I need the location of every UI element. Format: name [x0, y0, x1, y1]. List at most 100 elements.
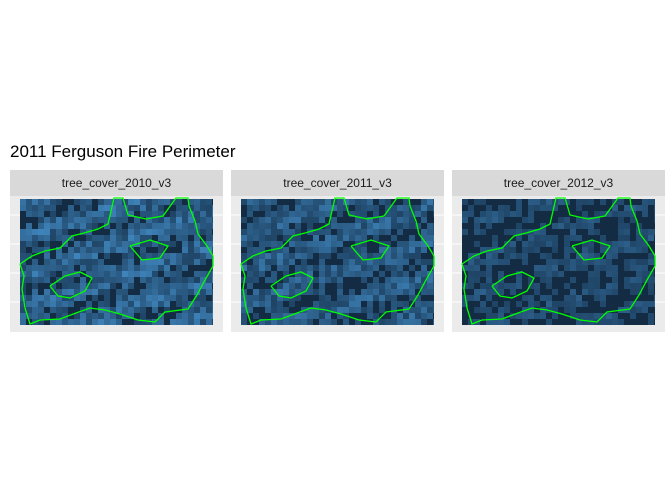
raster-cell: [200, 307, 206, 313]
raster-cell: [212, 211, 213, 217]
raster-cell: [146, 199, 152, 205]
raster-cell: [552, 247, 558, 253]
raster-cell: [492, 301, 498, 307]
raster-cell: [289, 235, 295, 241]
raster-cell: [265, 217, 271, 223]
raster-cell: [92, 289, 98, 295]
raster-cell: [564, 265, 570, 271]
raster-cell: [170, 223, 176, 229]
raster-cell: [140, 235, 146, 241]
raster-cell: [194, 235, 200, 241]
raster-cell: [600, 211, 606, 217]
raster-cell: [86, 289, 92, 295]
raster-cell: [522, 229, 528, 235]
raster-cell: [182, 289, 188, 295]
raster-cell: [421, 265, 427, 271]
raster-cell: [140, 295, 146, 301]
raster-cell: [319, 319, 325, 325]
raster-cell: [654, 295, 655, 301]
raster-cell: [373, 217, 379, 223]
raster-cell: [570, 259, 576, 265]
raster-cell: [313, 205, 319, 211]
raster-cell: [564, 253, 570, 259]
raster-cell: [474, 307, 480, 313]
raster-cell: [307, 223, 313, 229]
raster-cell: [355, 253, 361, 259]
raster-cell: [427, 223, 433, 229]
raster-cell: [654, 205, 655, 211]
raster-cell: [492, 283, 498, 289]
raster-cell: [397, 313, 403, 319]
raster-cell: [343, 307, 349, 313]
raster-cell: [110, 241, 116, 247]
raster-cell: [648, 289, 654, 295]
raster-cell: [259, 265, 265, 271]
raster-cell: [212, 205, 213, 211]
raster-cell: [247, 223, 253, 229]
raster-cell: [349, 223, 355, 229]
raster-cell: [331, 247, 337, 253]
raster-cell: [480, 289, 486, 295]
raster-cell: [104, 265, 110, 271]
raster-cell: [600, 259, 606, 265]
raster-cell: [486, 223, 492, 229]
raster-cell: [26, 235, 32, 241]
raster-cell: [433, 205, 434, 211]
raster-cell: [98, 259, 104, 265]
raster-cell: [241, 319, 247, 325]
raster-cell: [403, 253, 409, 259]
raster-cell: [337, 223, 343, 229]
raster-cell: [349, 235, 355, 241]
raster-cell: [74, 223, 80, 229]
raster-cell: [421, 211, 427, 217]
raster-cell: [295, 235, 301, 241]
raster-cell: [618, 223, 624, 229]
raster-cell: [241, 229, 247, 235]
raster-cell: [415, 247, 421, 253]
raster-cell: [194, 199, 200, 205]
raster-cell: [367, 283, 373, 289]
raster-cell: [295, 289, 301, 295]
raster-cell: [277, 211, 283, 217]
raster-cell: [325, 211, 331, 217]
raster-cell: [510, 283, 516, 289]
raster-cell: [277, 307, 283, 313]
facet-strip-label: tree_cover_2010_v3: [10, 170, 223, 196]
raster-cell: [474, 259, 480, 265]
raster-cell: [20, 319, 26, 325]
raster-cell: [277, 259, 283, 265]
raster-cell: [325, 301, 331, 307]
raster-cell: [510, 289, 516, 295]
raster-cell: [600, 265, 606, 271]
raster-cell: [283, 265, 289, 271]
raster-cell: [570, 277, 576, 283]
raster-cell: [474, 241, 480, 247]
raster-cell: [415, 295, 421, 301]
raster-cell: [206, 283, 212, 289]
raster-cell: [624, 265, 630, 271]
raster-cell: [313, 241, 319, 247]
raster-cell: [271, 259, 277, 265]
raster-cell: [636, 283, 642, 289]
raster-cell: [110, 283, 116, 289]
raster-cell: [594, 271, 600, 277]
raster-cell: [164, 241, 170, 247]
raster-cell: [206, 289, 212, 295]
raster-cell: [361, 259, 367, 265]
fire-perimeter-inner: [270, 271, 314, 299]
raster-cell: [546, 199, 552, 205]
raster-cell: [361, 217, 367, 223]
raster-cell: [582, 211, 588, 217]
raster-cell: [379, 223, 385, 229]
raster-cell: [582, 313, 588, 319]
raster-cell: [397, 253, 403, 259]
raster-cell: [122, 271, 128, 277]
raster-cell: [56, 301, 62, 307]
raster-cell: [20, 253, 26, 259]
raster-cell: [80, 283, 86, 289]
raster-cell: [206, 319, 212, 325]
raster-cell: [283, 271, 289, 277]
raster-cell: [319, 247, 325, 253]
raster-cell: [200, 277, 206, 283]
raster-cell: [313, 301, 319, 307]
